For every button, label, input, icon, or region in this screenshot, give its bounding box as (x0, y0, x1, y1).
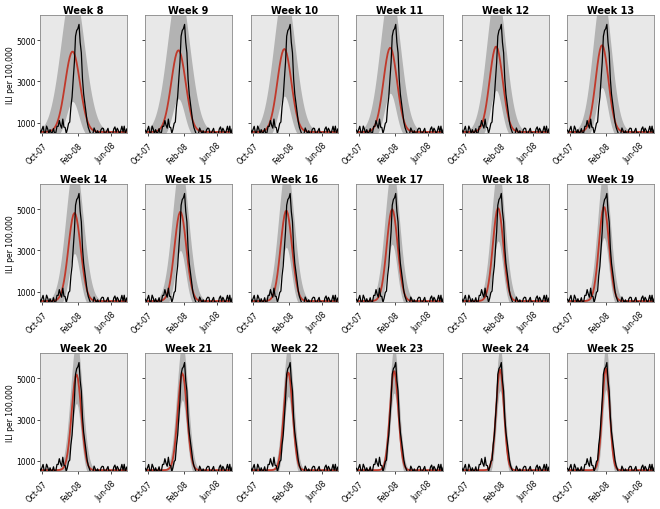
Title: Week 16: Week 16 (271, 174, 318, 184)
Title: Week 13: Week 13 (587, 6, 634, 16)
Title: Week 15: Week 15 (165, 174, 213, 184)
Title: Week 24: Week 24 (482, 343, 529, 353)
Title: Week 17: Week 17 (376, 174, 423, 184)
Title: Week 12: Week 12 (482, 6, 529, 16)
Title: Week 10: Week 10 (271, 6, 318, 16)
Y-axis label: ILI per 100,000: ILI per 100,000 (5, 215, 15, 273)
Title: Week 23: Week 23 (376, 343, 423, 353)
Y-axis label: ILI per 100,000: ILI per 100,000 (5, 384, 15, 441)
Title: Week 21: Week 21 (165, 343, 213, 353)
Title: Week 14: Week 14 (59, 174, 107, 184)
Title: Week 8: Week 8 (63, 6, 104, 16)
Title: Week 22: Week 22 (271, 343, 318, 353)
Title: Week 9: Week 9 (168, 6, 209, 16)
Y-axis label: ILI per 100,000: ILI per 100,000 (5, 46, 15, 104)
Title: Week 25: Week 25 (587, 343, 634, 353)
Title: Week 18: Week 18 (482, 174, 529, 184)
Title: Week 19: Week 19 (587, 174, 634, 184)
Title: Week 20: Week 20 (59, 343, 107, 353)
Title: Week 11: Week 11 (376, 6, 423, 16)
